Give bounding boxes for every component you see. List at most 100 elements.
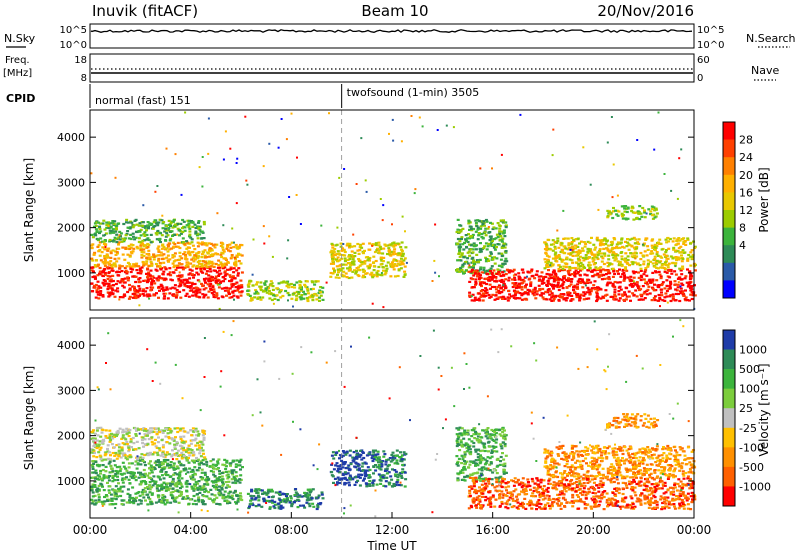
scatter-cell <box>689 289 693 292</box>
scatter-cell <box>122 465 126 468</box>
scatter-cell <box>223 289 227 292</box>
scatter-cell <box>620 212 624 215</box>
scatter-cell <box>178 234 181 237</box>
scatter-cell <box>173 243 177 246</box>
scatter-cell <box>613 293 617 296</box>
scatter-cell <box>549 276 553 280</box>
scatter-cell <box>675 259 678 262</box>
scatter-cell <box>155 222 159 225</box>
scatter-cell <box>205 463 209 466</box>
scatter-cell <box>592 263 596 266</box>
scatter-cell <box>481 236 485 240</box>
scatter-cell <box>350 254 354 257</box>
scatter-cell <box>141 473 145 476</box>
scatter-cell <box>499 258 503 261</box>
scatter-cell <box>561 251 565 254</box>
scatter-cell <box>185 495 189 498</box>
scatter-cell <box>279 504 283 507</box>
scatter-cell <box>467 222 471 225</box>
scatter-cell <box>99 292 103 295</box>
scatter-cell <box>92 471 96 474</box>
scatter-cell <box>150 492 154 495</box>
scatter-cell <box>499 296 503 299</box>
scatter-cell <box>189 477 193 480</box>
scatter-cell <box>664 238 668 241</box>
scatter-cell <box>98 266 102 270</box>
scatter-cell <box>345 451 349 454</box>
scatter-cell <box>121 436 125 439</box>
scatter-cell <box>398 263 402 266</box>
scatter-cell <box>355 267 359 270</box>
scatter-cell <box>472 245 476 248</box>
scatter-cell <box>582 291 586 294</box>
scatter-cell <box>157 259 160 262</box>
scatter-cell <box>151 227 155 230</box>
scatter-cell <box>455 269 459 272</box>
scatter-cell <box>268 507 272 510</box>
scatter-cell <box>675 239 679 242</box>
scatter-cell <box>638 218 642 221</box>
scatter-cell <box>134 236 138 239</box>
scatter-cell <box>381 252 385 255</box>
scatter-cell <box>639 212 643 215</box>
scatter-cell <box>115 433 119 436</box>
scatter-cell <box>346 258 350 261</box>
scatter-cell <box>212 467 216 470</box>
scatter-cell <box>262 497 266 500</box>
scatter-cell <box>332 262 335 265</box>
scatter-cell <box>171 234 174 237</box>
scatter-cell <box>269 293 273 296</box>
scatter-cell <box>176 227 180 230</box>
scatter-cell <box>581 249 585 252</box>
scatter-cell <box>172 219 176 222</box>
scatter-cell <box>205 270 209 273</box>
scatter-cell <box>111 503 115 506</box>
scatter-cell <box>597 274 601 277</box>
scatter-cell <box>93 432 97 435</box>
scatter-cell <box>574 238 578 241</box>
scatter-cell <box>693 269 697 272</box>
scatter-cell <box>149 464 153 467</box>
scatter-cell <box>503 235 507 238</box>
scatter-cell <box>290 112 293 115</box>
scatter-cell <box>203 456 207 459</box>
scatter-cell <box>220 475 224 478</box>
scatter-cell <box>285 285 289 288</box>
scatter-cell <box>131 436 135 440</box>
scatter-cell <box>171 487 175 490</box>
scatter-cell <box>187 461 191 464</box>
scatter-cell <box>494 294 498 297</box>
scatter-cell <box>170 230 174 233</box>
scatter-cell <box>673 280 677 283</box>
scatter-cell <box>649 252 653 255</box>
scatter-cell <box>503 297 507 300</box>
scatter-cell <box>91 476 95 479</box>
scatter-cell <box>118 446 121 449</box>
scatter-cell <box>576 257 580 260</box>
scatter-cell <box>120 448 124 451</box>
scatter-cell <box>584 256 588 259</box>
scatter-cell <box>126 261 130 264</box>
scatter-cell <box>178 266 182 269</box>
scatter-cell <box>395 264 399 267</box>
scatter-cell <box>95 446 99 450</box>
scatter-cell <box>195 292 199 295</box>
scatter-cell <box>204 272 208 275</box>
scatter-cell <box>161 286 165 289</box>
scatter-cell <box>97 297 101 300</box>
scatter-cell <box>644 238 648 241</box>
scatter-cell <box>580 268 584 271</box>
scatter-cell <box>194 293 198 296</box>
scatter-cell <box>501 297 504 300</box>
scatter-cell <box>368 264 372 268</box>
scatter-cell <box>210 292 214 295</box>
scatter-cell <box>462 248 466 251</box>
scatter-cell <box>201 260 205 263</box>
scatter-cell <box>511 285 515 289</box>
scatter-cell <box>302 495 306 498</box>
scatter-cell <box>646 288 650 291</box>
scatter-cell <box>595 256 599 259</box>
scatter-cell <box>201 293 205 296</box>
scatter-cell <box>224 257 228 260</box>
scatter-cell <box>651 214 655 217</box>
